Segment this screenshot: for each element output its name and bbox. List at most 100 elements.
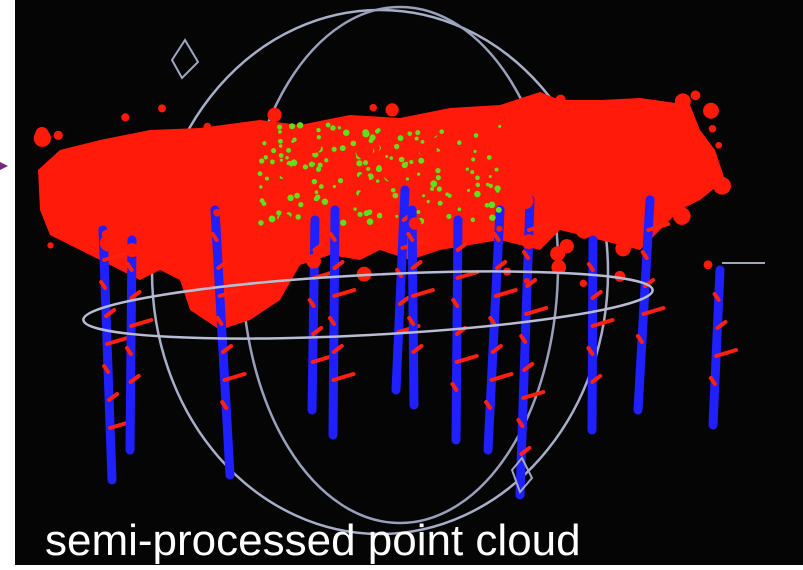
red-point xyxy=(138,159,147,168)
red-point xyxy=(47,242,53,248)
green-point xyxy=(338,178,343,183)
green-point xyxy=(279,153,284,158)
green-point xyxy=(495,168,499,172)
red-point xyxy=(576,222,592,238)
red-point xyxy=(153,182,164,193)
red-point xyxy=(369,104,376,111)
green-point xyxy=(470,170,474,174)
green-point xyxy=(364,210,370,216)
green-point xyxy=(262,141,266,145)
green-point xyxy=(315,194,321,200)
green-point xyxy=(417,172,420,175)
red-point xyxy=(117,148,128,159)
green-point xyxy=(362,129,369,136)
green-point xyxy=(457,141,461,145)
red-point xyxy=(278,214,291,227)
green-point xyxy=(363,160,368,165)
red-point xyxy=(156,218,166,228)
viewer: semi-processed point cloud xyxy=(0,0,803,570)
green-point xyxy=(466,167,469,170)
red-point xyxy=(585,154,596,165)
green-point xyxy=(318,163,323,168)
green-point xyxy=(437,186,442,191)
green-point xyxy=(417,210,421,214)
red-point xyxy=(213,209,221,217)
red-point xyxy=(475,215,483,223)
green-point xyxy=(313,153,318,158)
red-point xyxy=(204,146,221,163)
red-point xyxy=(588,117,595,124)
green-point xyxy=(446,214,451,219)
green-point xyxy=(312,162,315,165)
green-point xyxy=(406,177,409,180)
green-point xyxy=(289,123,295,129)
caption: semi-processed point cloud xyxy=(45,516,581,565)
green-point xyxy=(351,141,357,147)
red-point xyxy=(556,95,566,105)
green-point xyxy=(298,202,303,207)
page: semi-processed point cloud (() => { cons… xyxy=(0,0,803,570)
green-point xyxy=(436,175,441,180)
green-point xyxy=(292,138,296,142)
green-point xyxy=(285,156,288,159)
green-point xyxy=(375,129,379,133)
green-point xyxy=(486,183,490,187)
red-point xyxy=(704,260,713,269)
red-point xyxy=(125,243,139,257)
green-point xyxy=(303,164,308,169)
green-point xyxy=(271,148,276,153)
red-point xyxy=(130,145,144,159)
red-point xyxy=(358,190,372,204)
green-point xyxy=(430,180,437,187)
green-point xyxy=(340,220,346,226)
green-point xyxy=(496,207,502,213)
green-point xyxy=(405,162,408,165)
green-point xyxy=(280,159,283,162)
red-point xyxy=(639,132,647,140)
red-point xyxy=(675,93,691,109)
red-point xyxy=(615,241,631,257)
red-point xyxy=(524,278,530,284)
green-point xyxy=(286,148,291,153)
green-point xyxy=(488,202,495,209)
red-point xyxy=(308,140,321,153)
green-point xyxy=(259,185,262,188)
green-point xyxy=(458,208,462,212)
green-point xyxy=(439,129,444,134)
green-point xyxy=(476,183,481,188)
green-point xyxy=(474,150,477,153)
red-point xyxy=(464,138,475,149)
red-point xyxy=(234,206,247,219)
green-point xyxy=(324,158,328,162)
green-point xyxy=(291,159,298,166)
green-point xyxy=(409,160,413,164)
green-point xyxy=(391,188,396,193)
green-point xyxy=(277,125,282,130)
red-point xyxy=(673,207,691,225)
green-point xyxy=(276,210,281,215)
red-point xyxy=(358,173,369,184)
red-point xyxy=(509,112,525,128)
green-point xyxy=(319,184,324,189)
green-point xyxy=(418,158,424,164)
green-point xyxy=(295,214,300,219)
green-point xyxy=(427,200,430,203)
green-point xyxy=(315,190,319,194)
red-point xyxy=(409,217,422,230)
green-point xyxy=(262,201,267,206)
red-point xyxy=(203,123,211,131)
green-point xyxy=(338,126,341,129)
green-point xyxy=(265,177,269,181)
red-point xyxy=(313,246,324,257)
green-point xyxy=(475,175,480,180)
green-point xyxy=(385,155,388,158)
green-point xyxy=(415,130,420,135)
red-point xyxy=(518,193,534,209)
green-point xyxy=(438,201,443,206)
green-point xyxy=(294,193,300,199)
red-point xyxy=(54,131,63,140)
green-point xyxy=(278,130,282,134)
green-point xyxy=(421,140,425,144)
red-point xyxy=(703,103,719,119)
red-point xyxy=(235,223,247,235)
